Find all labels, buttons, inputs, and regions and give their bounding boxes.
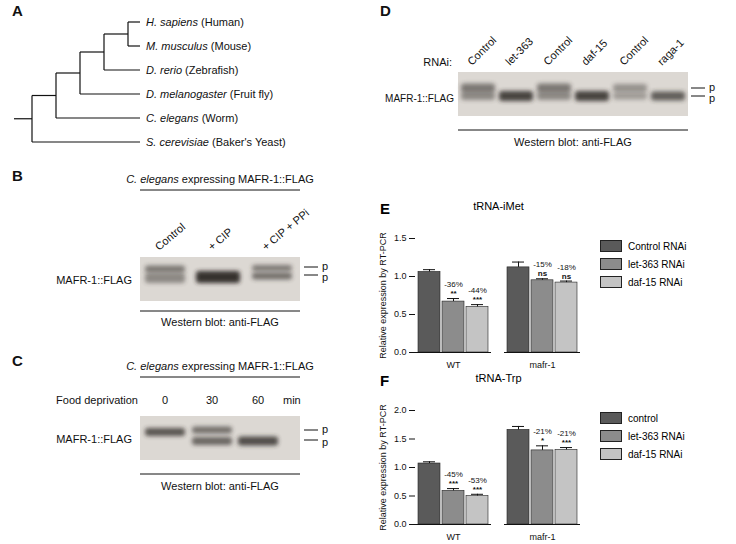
svg-text:Relative expression by RT-PCR: Relative expression by RT-PCR (378, 404, 388, 531)
svg-text:Control: Control (465, 34, 499, 68)
svg-text:ns: ns (538, 269, 548, 278)
svg-text:*: * (541, 436, 545, 445)
svg-text:C: C (12, 352, 23, 369)
svg-text:p: p (709, 92, 715, 104)
svg-text:1.0: 1.0 (394, 271, 407, 281)
svg-text:Control: Control (153, 221, 188, 253)
svg-text:Western blot: anti-FLAG: Western blot: anti-FLAG (514, 136, 632, 148)
svg-text:1.5: 1.5 (394, 233, 407, 243)
svg-text:***: *** (473, 485, 483, 494)
svg-text:+ CIP: + CIP (206, 225, 235, 252)
svg-text:1.0: 1.0 (394, 462, 407, 472)
svg-text:A: A (12, 2, 23, 19)
svg-text:-18%: -18% (557, 263, 576, 272)
svg-text:p: p (322, 423, 328, 435)
svg-text:***: *** (473, 295, 483, 304)
svg-text:***: *** (562, 438, 572, 447)
html-text:Control RNAi: Control RNAi (628, 240, 687, 252)
svg-text:0.5: 0.5 (394, 309, 407, 319)
svg-text:p: p (322, 271, 328, 283)
html-text:let-363 RNAi: let-363 RNAi (628, 258, 685, 270)
svg-text:let-363: let-363 (503, 35, 535, 67)
svg-text:Western blot: anti-FLAG: Western blot: anti-FLAG (161, 316, 279, 328)
svg-text:Control: Control (541, 34, 575, 68)
svg-text:min: min (283, 394, 301, 406)
svg-text:0.5: 0.5 (394, 491, 407, 501)
svg-text:p: p (322, 436, 328, 448)
svg-text:M. musculus (Mouse): M. musculus (Mouse) (146, 40, 251, 52)
svg-text:-36%: -36% (444, 280, 463, 289)
svg-text:-21%: -21% (533, 427, 552, 436)
html-text:daf-15 RNAi: daf-15 RNAi (628, 276, 683, 288)
svg-text:H. sapiens (Human): H. sapiens (Human) (146, 16, 244, 28)
svg-text:raga-1: raga-1 (655, 36, 686, 67)
svg-text:0.0: 0.0 (394, 519, 407, 529)
svg-text:2.0: 2.0 (394, 405, 407, 415)
svg-text:-44%: -44% (468, 286, 487, 295)
svg-text:+ CIP + PPi: + CIP + PPi (260, 207, 312, 253)
svg-text:D. rerio (Zebrafish): D. rerio (Zebrafish) (146, 64, 238, 76)
html-text:let-363 RNAi: let-363 RNAi (628, 430, 685, 442)
svg-text:0: 0 (162, 394, 168, 406)
svg-text:mafr-1: mafr-1 (529, 532, 555, 542)
svg-text:MAFR-1::FLAG: MAFR-1::FLAG (56, 433, 132, 445)
html-text:tRNA-Trp: tRNA-Trp (475, 372, 522, 384)
svg-text:Western blot: anti-FLAG: Western blot: anti-FLAG (161, 480, 279, 492)
svg-text:**: ** (450, 289, 457, 298)
svg-text:D: D (380, 2, 391, 19)
svg-text:WT: WT (447, 532, 461, 542)
html-text:tRNA-iMet: tRNA-iMet (473, 200, 524, 212)
html-text:daf-15 RNAi: daf-15 RNAi (628, 448, 683, 460)
svg-text:30: 30 (206, 394, 218, 406)
html-text:E: E (380, 200, 390, 217)
svg-text:0.0: 0.0 (394, 347, 407, 357)
svg-text:-53%: -53% (468, 476, 487, 485)
svg-text:RNAi:: RNAi: (423, 56, 452, 68)
svg-text:p: p (322, 260, 329, 272)
svg-text:-21%: -21% (557, 429, 576, 438)
svg-text:Control: Control (617, 34, 651, 68)
svg-text:p: p (709, 81, 716, 93)
svg-text:MAFR-1::FLAG: MAFR-1::FLAG (56, 274, 132, 286)
svg-text:B: B (12, 167, 23, 184)
svg-text:daf-15: daf-15 (579, 37, 610, 68)
svg-text:Relative expression by RT-PCR: Relative expression by RT-PCR (378, 232, 388, 359)
svg-text:mafr-1: mafr-1 (529, 360, 555, 370)
svg-text:-45%: -45% (444, 470, 463, 479)
svg-text:MAFR-1::FLAG: MAFR-1::FLAG (385, 93, 454, 104)
svg-text:D. melanogaster (Fruit fly): D. melanogaster (Fruit fly) (146, 88, 273, 100)
html-text:F: F (380, 372, 390, 389)
svg-text:***: *** (449, 479, 459, 488)
html-text:control: control (628, 412, 658, 424)
svg-text:1.5: 1.5 (394, 434, 407, 444)
svg-text:C. elegans expressing MAFR-1::: C. elegans expressing MAFR-1::FLAG (126, 360, 314, 372)
svg-text:ns: ns (562, 272, 572, 281)
svg-text:-15%: -15% (533, 260, 552, 269)
svg-text:S. cerevisiae (Baker's Yeast): S. cerevisiae (Baker's Yeast) (146, 136, 286, 148)
svg-text:Food deprivation: Food deprivation (56, 394, 138, 406)
svg-text:60: 60 (252, 394, 264, 406)
svg-text:WT: WT (447, 360, 461, 370)
svg-text:C. elegans (Worm): C. elegans (Worm) (146, 112, 238, 124)
svg-text:C. elegans expressing MAFR-1::: C. elegans expressing MAFR-1::FLAG (126, 173, 314, 185)
